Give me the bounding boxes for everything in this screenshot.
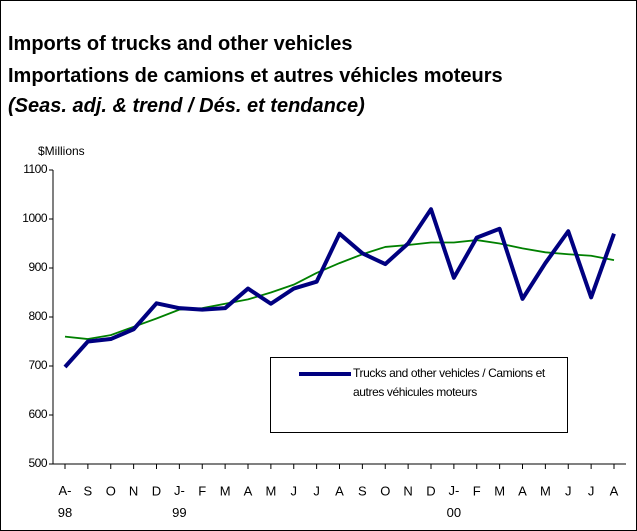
- x-tick-label: M: [220, 483, 231, 498]
- x-tick-label: A: [244, 483, 253, 498]
- series-line: [63, 207, 616, 369]
- x-tick-label: J: [291, 483, 298, 498]
- y-tick-label: 700: [28, 358, 47, 372]
- x-tick-label: A-98: [58, 483, 72, 520]
- x-tick-label: O: [106, 483, 116, 498]
- x-tick-label: J: [588, 483, 595, 498]
- x-tick-label: A: [335, 483, 344, 498]
- x-tick-label: A: [610, 483, 619, 498]
- x-tick-label: A: [518, 483, 527, 498]
- legend-label: Trucks and other vehicles / Camions et a…: [353, 366, 545, 399]
- x-tick-label: J: [565, 483, 572, 498]
- y-tick-label: 900: [28, 260, 47, 274]
- legend: Trucks and other vehicles / Camions et a…: [270, 357, 568, 433]
- y-tick-label: 1100: [23, 162, 48, 176]
- x-tick-label: J-00: [447, 483, 461, 520]
- y-tick-label: 800: [28, 309, 47, 323]
- x-tick-label: N: [403, 483, 412, 498]
- chart-title: Imports of trucks and other vehicles: [8, 33, 353, 55]
- x-tick-label: J: [313, 483, 320, 498]
- x-tick-label: M: [265, 483, 276, 498]
- x-tick-label: J-99: [172, 483, 186, 520]
- x-tick-label: F: [473, 483, 481, 498]
- legend-swatch: [299, 372, 351, 376]
- y-tick-label: 500: [28, 456, 47, 470]
- x-tick-label: D: [152, 483, 161, 498]
- x-tick-label: F: [198, 483, 206, 498]
- x-tick-label: M: [494, 483, 505, 498]
- x-tick-label: M: [540, 483, 551, 498]
- y-axis-label: $Millions: [38, 144, 85, 158]
- x-tick-label: S: [84, 483, 93, 498]
- y-tick-label: 600: [28, 407, 47, 421]
- chart-note: (Seas. adj. & trend / Dés. et tendance): [8, 95, 365, 117]
- x-tick-label: S: [358, 483, 367, 498]
- series-line: [64, 239, 615, 340]
- x-tick-label: O: [380, 483, 390, 498]
- y-tick-label: 1000: [22, 211, 48, 225]
- chart-subtitle: Importations de camions et autres véhicl…: [8, 65, 503, 87]
- x-tick-label: N: [129, 483, 138, 498]
- x-tick-label: D: [426, 483, 435, 498]
